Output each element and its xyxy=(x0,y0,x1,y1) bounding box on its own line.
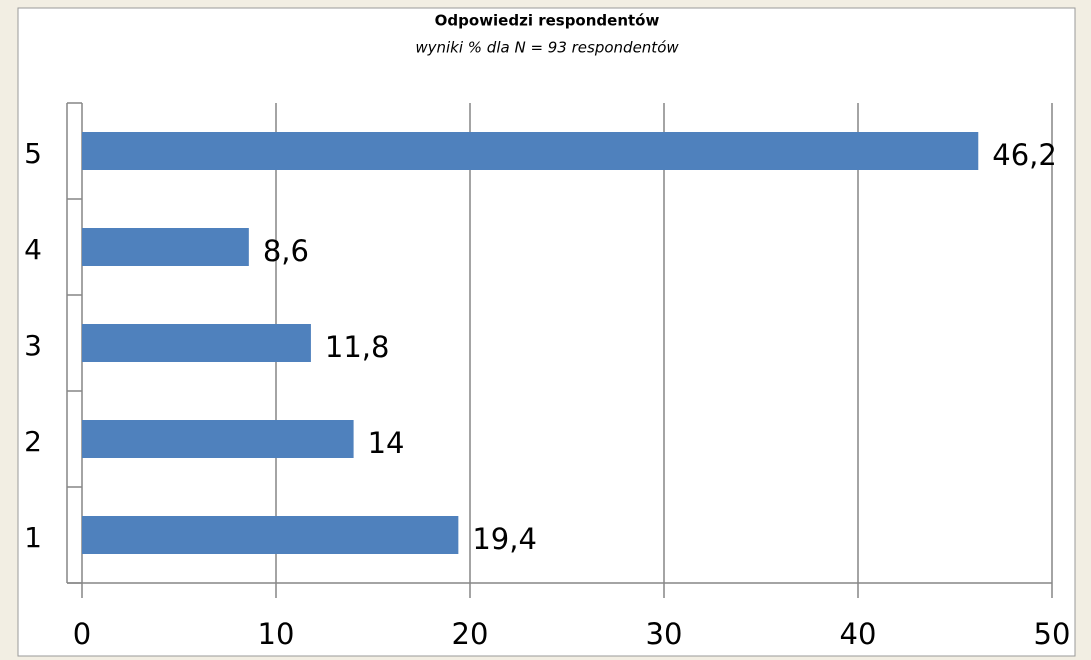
x-tick-label: 30 xyxy=(646,617,683,651)
bar xyxy=(82,420,354,458)
chart-title: Odpowiedzi respondentów xyxy=(435,12,660,30)
y-tick-label: 1 xyxy=(24,521,42,554)
value-label: 19,4 xyxy=(472,522,537,556)
bar xyxy=(82,132,979,170)
x-tick-label: 50 xyxy=(1034,617,1071,651)
y-tick-label: 3 xyxy=(24,329,42,362)
value-label: 8,6 xyxy=(263,234,309,268)
bar xyxy=(82,324,311,362)
y-tick-label: 4 xyxy=(24,233,42,266)
value-label: 46,2 xyxy=(992,138,1057,172)
y-tick-label: 2 xyxy=(24,425,42,458)
chart-subtitle: wyniki % dla N = 93 respondentów xyxy=(415,39,679,57)
value-label: 14 xyxy=(368,426,405,460)
x-tick-label: 40 xyxy=(840,617,877,651)
x-tick-label: 10 xyxy=(258,617,295,651)
bar xyxy=(82,516,459,554)
bar xyxy=(82,228,249,266)
x-tick-label: 20 xyxy=(452,617,489,651)
x-tick-label: 0 xyxy=(73,617,91,651)
value-label: 11,8 xyxy=(325,330,390,364)
y-tick-label: 5 xyxy=(24,137,42,170)
